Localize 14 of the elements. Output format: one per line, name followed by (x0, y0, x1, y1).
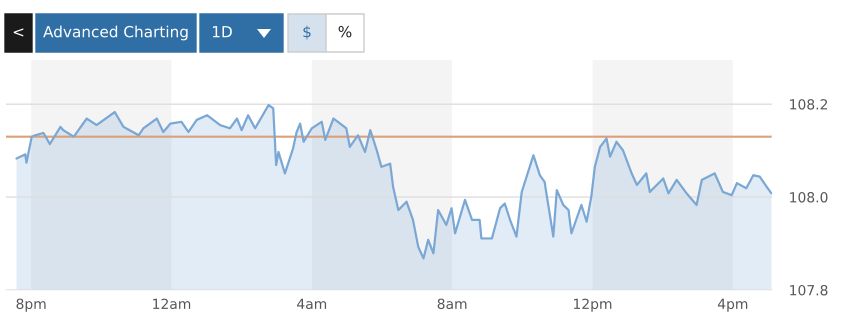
text: 1D (212, 26, 232, 38)
x-tick-label: 12pm (574, 298, 612, 312)
y-tick-label: 107.8 (790, 284, 828, 296)
text: < (14, 28, 24, 37)
text: Advanced Charting (43, 26, 188, 40)
x-tick-label: 8am (438, 298, 466, 310)
x-tick-label: 12am (153, 298, 190, 310)
x-tick-label: 8pm (16, 298, 46, 312)
text: $ (303, 26, 311, 40)
x-tick-label: 4am (297, 298, 326, 310)
y-tick-label: 108.0 (790, 192, 828, 203)
x-tick-label: 4pm (718, 298, 748, 312)
y-tick-label: 108.2 (790, 99, 828, 110)
text: % (338, 26, 352, 38)
